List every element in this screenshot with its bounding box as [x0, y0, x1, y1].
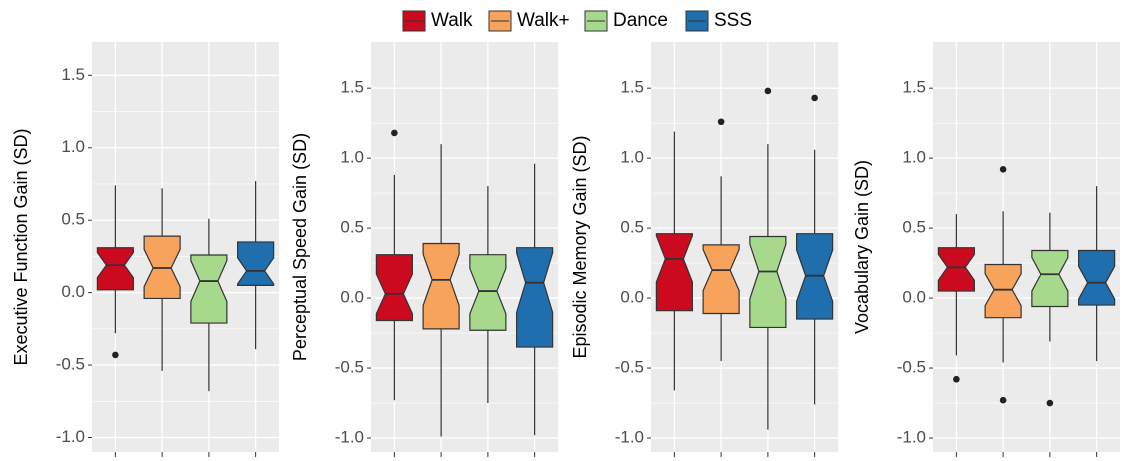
box: [937, 247, 975, 292]
y-tick-label: -1.0: [56, 427, 85, 446]
y-tick-label: 0.0: [902, 288, 926, 307]
y-tick-label: -0.5: [615, 358, 644, 377]
box: [375, 254, 413, 322]
box-group: [1031, 212, 1069, 407]
box-group: [96, 185, 134, 359]
y-tick-label: -1.0: [335, 427, 364, 446]
y-tick-label: 1.0: [61, 137, 85, 156]
y-axis-title: Vocabulary Gain (SD): [852, 160, 872, 334]
box: [702, 244, 740, 315]
box: [237, 241, 275, 286]
box: [516, 247, 554, 348]
y-tick-label: -0.5: [335, 358, 364, 377]
outlier: [391, 129, 398, 137]
y-axis-title: Executive Function Gain (SD): [11, 128, 31, 365]
y-tick-label: -0.5: [56, 355, 85, 374]
box: [749, 235, 787, 329]
y-axis-title: Perceptual Speed Gain (SD): [290, 133, 310, 361]
outlier: [999, 396, 1007, 404]
y-tick-label: 0.5: [902, 218, 926, 237]
box-group: [190, 218, 228, 392]
legend-label: Walk+: [517, 10, 570, 31]
box: [984, 263, 1022, 319]
box-group: [143, 188, 181, 371]
y-tick-label: 1.0: [902, 148, 926, 167]
box: [1031, 249, 1069, 308]
plot-background: [933, 42, 1120, 452]
y-tick-label: -1.0: [615, 427, 644, 446]
box: [96, 247, 134, 291]
y-tick-label: 1.5: [902, 78, 926, 97]
box-group: [469, 186, 507, 404]
box-group: [984, 166, 1022, 404]
legend-item: Walk+: [488, 10, 570, 32]
outlier: [717, 118, 725, 126]
y-tick-label: 0.0: [620, 288, 644, 307]
box: [422, 242, 460, 330]
box-group: [516, 163, 554, 436]
y-tick-label: 1.5: [620, 78, 644, 97]
y-tick-label: 0.5: [340, 218, 364, 237]
box-group: [1078, 186, 1116, 362]
outlier: [112, 351, 119, 359]
legend-item: SSS: [685, 10, 752, 32]
y-tick-label: 1.5: [61, 65, 85, 84]
outlier: [764, 87, 772, 95]
y-tick-label: 1.5: [340, 78, 364, 97]
box: [1078, 249, 1116, 306]
y-axis-title: Episodic Memory Gain (SD): [570, 135, 590, 358]
y-tick-label: 0.5: [620, 218, 644, 237]
y-tick-label: 1.0: [620, 148, 644, 167]
y-tick-label: 0.0: [340, 288, 364, 307]
box: [190, 254, 228, 324]
box-group: [796, 94, 834, 405]
y-tick-label: 0.0: [61, 282, 85, 301]
box-group: [702, 118, 740, 362]
box: [655, 233, 693, 312]
outlier: [1046, 399, 1054, 407]
plot-background: [371, 42, 558, 452]
box-group: [375, 129, 413, 401]
y-tick-label: 1.0: [340, 148, 364, 167]
legend-label: Dance: [613, 10, 668, 31]
box-group: [655, 131, 693, 391]
y-tick-label: -0.5: [897, 358, 926, 377]
box-group: [237, 181, 275, 350]
y-tick-label: -1.0: [897, 427, 926, 446]
outlier: [953, 375, 960, 383]
box-group: [937, 214, 975, 383]
box-group: [422, 144, 460, 437]
outlier: [811, 94, 818, 102]
box-group: [749, 87, 787, 430]
outlier: [999, 166, 1007, 173]
legend-item: Walk: [402, 10, 473, 32]
y-tick-label: 0.5: [61, 210, 85, 229]
box: [469, 254, 507, 331]
legend-item: Dance: [584, 10, 668, 32]
legend-label: SSS: [714, 10, 752, 31]
legend-label: Walk: [431, 10, 473, 31]
